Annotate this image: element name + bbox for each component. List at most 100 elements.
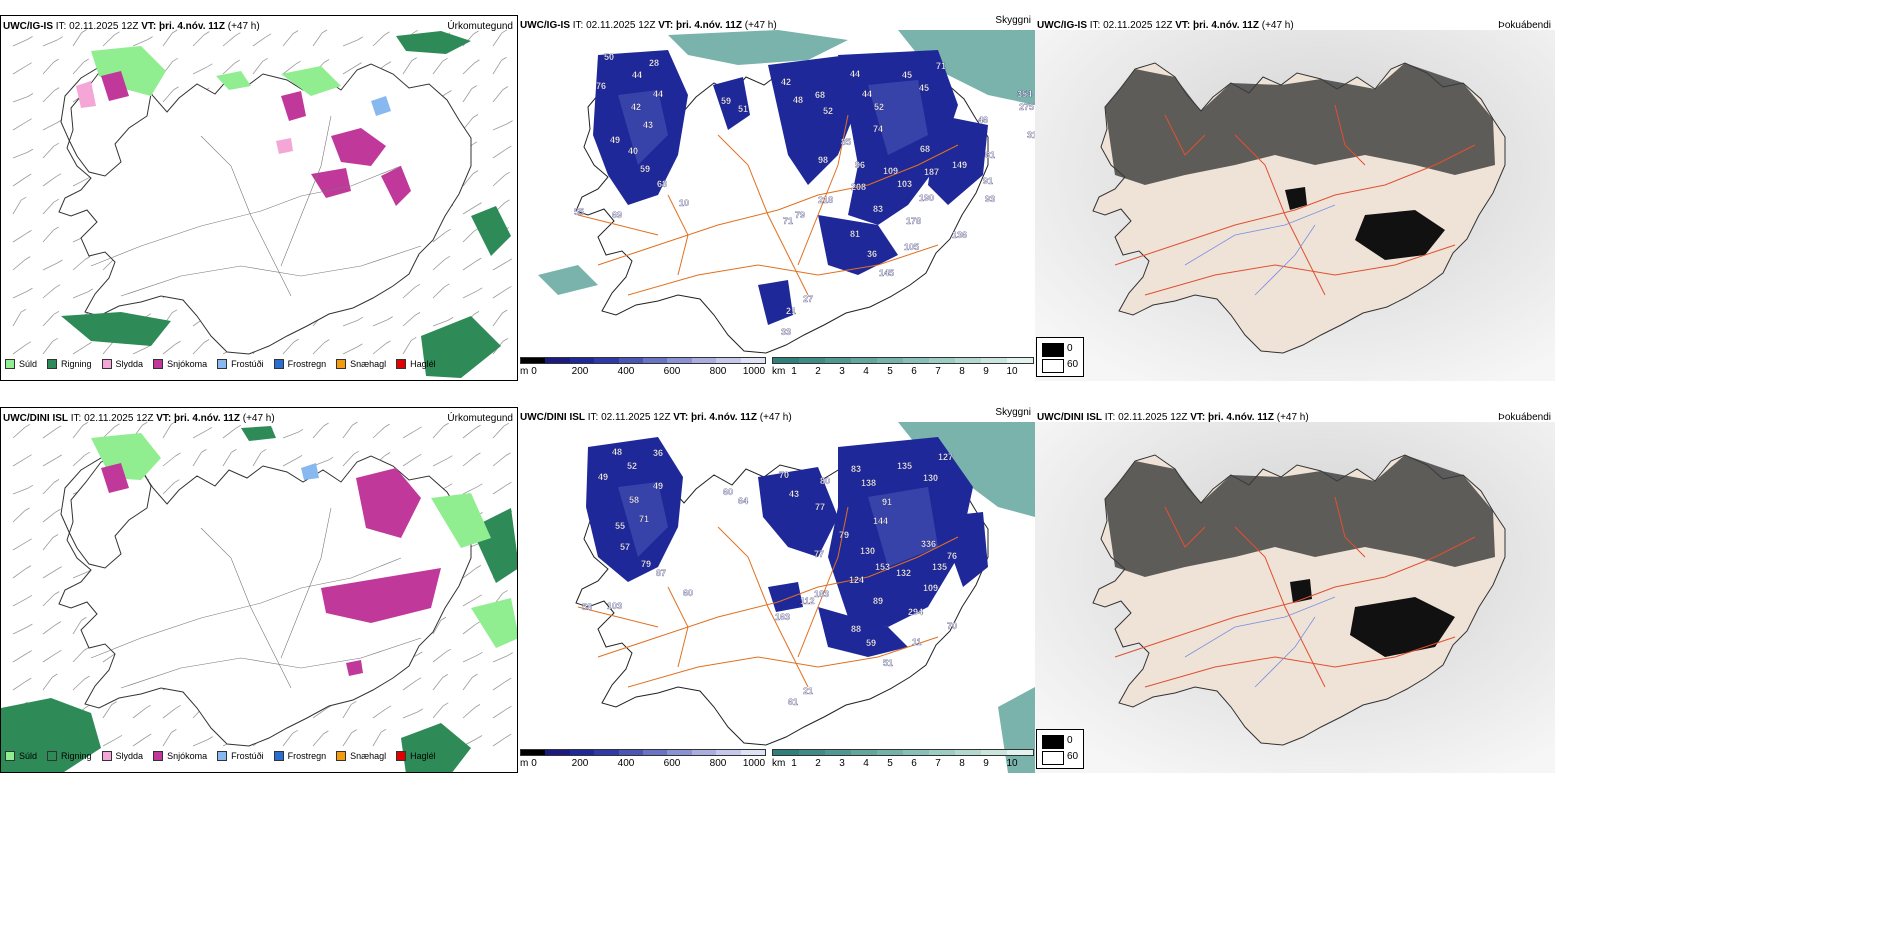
visibility-tick: 2 <box>815 366 821 377</box>
ceiling-value-label: 11 <box>912 637 922 647</box>
wind-barb-flag <box>445 648 451 653</box>
wind-barb-flag <box>81 29 87 33</box>
wind-barb-flag <box>357 343 363 348</box>
wind-barb <box>162 343 176 355</box>
legend-swatch <box>101 751 112 761</box>
wind-barb <box>492 708 507 719</box>
wind-barb <box>372 343 386 355</box>
fog-dark-areas <box>1105 455 1495 577</box>
wind-barb-flag <box>114 31 120 36</box>
wind-barb-flag <box>414 283 421 288</box>
wind-barb-flag <box>502 589 508 594</box>
fog-black-areas <box>1285 187 1445 260</box>
wind-barb <box>402 60 413 75</box>
wind-barb <box>132 736 147 747</box>
ceiling-value-label: 49 <box>610 135 620 145</box>
wind-barb-flag <box>142 421 148 426</box>
ceiling-tick: 0 <box>531 758 537 769</box>
valid-time: þri. 4.nóv. 11Z <box>174 413 240 424</box>
ceiling-value-label: 61 <box>788 697 798 707</box>
fog-legend-swatch <box>1042 735 1064 749</box>
roads <box>1114 496 1476 688</box>
wind-barb-flag <box>292 30 299 34</box>
wind-barb-flag <box>84 256 91 260</box>
wind-barb-flag <box>231 449 237 453</box>
wind-barb-flag <box>26 594 33 599</box>
ceiling-value-label: 354 <box>1017 89 1032 99</box>
ceiling-value-label: 58 <box>582 602 592 612</box>
wind-barb-flag <box>53 198 60 203</box>
ceiling-value-label: 98 <box>818 155 828 165</box>
ceiling-value-label: 132 <box>896 568 911 578</box>
panel-name: Þokuábendi <box>1498 20 1551 31</box>
rain-areas <box>61 31 511 378</box>
colorbar-segment <box>929 750 955 755</box>
legend-swatch <box>396 359 407 369</box>
issue-time: IT: 02.11.2025 12Z <box>1089 20 1173 31</box>
legend-swatch <box>47 751 58 761</box>
ceiling-value-label: 21 <box>786 306 796 316</box>
ceiling-value-label: 48 <box>793 95 803 105</box>
wind-barb-flag <box>56 649 62 654</box>
wind-barb-flag <box>296 455 303 459</box>
panel-visibility-dini: UWC/DINI ISL IT: 02.11.2025 12Z VT: þri.… <box>518 407 1035 773</box>
wind-barb-flag <box>84 675 90 680</box>
ceiling-value-label: 71 <box>639 514 649 524</box>
ceiling-value-label: 85 <box>841 137 851 147</box>
legend-swatch <box>153 359 164 369</box>
wind-barb-flag <box>83 58 89 63</box>
wind-barb <box>162 424 172 439</box>
ceiling-value-label: 43 <box>789 489 799 499</box>
visibility-colorbar: km 1 2 3 4 5 6 7 8 9 10 <box>772 357 1034 377</box>
fog-legend-label: 0 <box>1067 343 1073 354</box>
wind-barb-flag <box>353 450 360 455</box>
visibility-tick: 8 <box>959 366 965 377</box>
ceiling-colorbar: m 0 200 400 600 800 1000 <box>520 749 766 769</box>
wind-barb-flag <box>477 483 483 488</box>
ceiling-value-label: 77 <box>814 549 824 559</box>
wind-barb-flag <box>26 118 32 123</box>
ceiling-value-label: 130 <box>923 473 938 483</box>
wind-barb <box>42 145 55 159</box>
ceiling-value-label: 64 <box>738 496 748 506</box>
wind-barb <box>12 199 22 215</box>
ceiling-tick: 200 <box>571 366 589 377</box>
wind-barb-flag <box>175 340 181 345</box>
legend-label: Súld <box>19 359 38 369</box>
wind-barb-flag <box>440 616 447 621</box>
wind-barb-flag <box>412 29 418 34</box>
wind-barb <box>432 651 446 663</box>
ceiling-tick: 200 <box>571 758 589 769</box>
wind-barb <box>12 457 27 467</box>
wind-barb <box>222 452 232 467</box>
wind-barb <box>312 425 324 439</box>
wind-barb-flag <box>506 285 512 290</box>
wind-barb <box>192 739 208 747</box>
wind-barb-flag <box>86 342 92 346</box>
ceiling-colorbar: m 0 200 400 600 800 1000 <box>520 357 766 377</box>
wind-barb <box>102 426 115 439</box>
wind-barb <box>12 39 28 47</box>
wind-barb <box>372 708 387 719</box>
ceiling-value-label: 112 <box>800 596 815 606</box>
valid-time: þri. 4.nóv. 11Z <box>1193 20 1259 31</box>
wind-barb <box>12 568 27 579</box>
wind-barb-flag <box>385 705 392 710</box>
visibility-tick: 1 <box>791 366 797 377</box>
wind-barb-flag <box>387 316 393 320</box>
wind-barb <box>102 737 118 747</box>
wind-barb-flag <box>55 621 62 625</box>
ceiling-value-label: 91 <box>983 176 993 186</box>
wind-barb-flag <box>27 484 34 489</box>
wind-barb <box>342 346 358 355</box>
visibility-tick: 1 <box>791 758 797 769</box>
legend-item-snow-pellets: Snæhagl <box>336 359 386 369</box>
legend-label: Snjókoma <box>167 359 208 369</box>
precip-legend: Súld Rigning Slydda Snjókoma Frostúði Fr… <box>5 751 446 761</box>
colorbar-segment <box>740 358 766 363</box>
wind-barb <box>462 173 474 187</box>
wind-barb <box>72 345 87 355</box>
wind-barb-flag <box>442 674 449 678</box>
wind-barb-flag <box>502 86 509 90</box>
ceiling-value-label: 124 <box>849 575 864 585</box>
